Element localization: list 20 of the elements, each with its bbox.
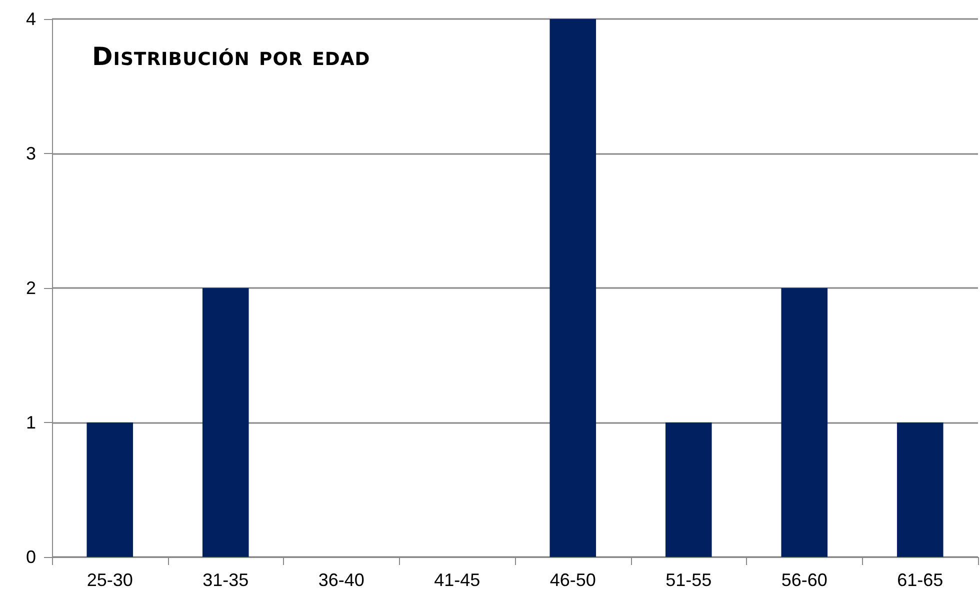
bar bbox=[202, 288, 249, 557]
x-tick-label: 56-60 bbox=[781, 570, 828, 590]
y-tick-label: 2 bbox=[26, 278, 36, 298]
x-tick-label: 31-35 bbox=[202, 570, 249, 590]
bar bbox=[781, 288, 828, 557]
x-tick-label: 25-30 bbox=[86, 570, 133, 590]
y-tick-label: 3 bbox=[26, 144, 36, 164]
x-tick-label: 51-55 bbox=[666, 570, 712, 590]
y-tick-label: 1 bbox=[26, 412, 36, 432]
x-tick-label: 41-45 bbox=[434, 570, 480, 590]
bar bbox=[896, 422, 944, 557]
x-tick-label: 36-40 bbox=[318, 570, 364, 590]
y-tick-label: 0 bbox=[26, 547, 36, 567]
x-tick-label: 46-50 bbox=[550, 570, 596, 590]
bar bbox=[86, 422, 134, 557]
x-tick-label: 61-65 bbox=[897, 570, 944, 590]
y-tick-label: 4 bbox=[26, 9, 36, 29]
bar bbox=[665, 422, 712, 557]
text: Distribución por edad bbox=[92, 42, 370, 71]
bar bbox=[550, 19, 596, 557]
